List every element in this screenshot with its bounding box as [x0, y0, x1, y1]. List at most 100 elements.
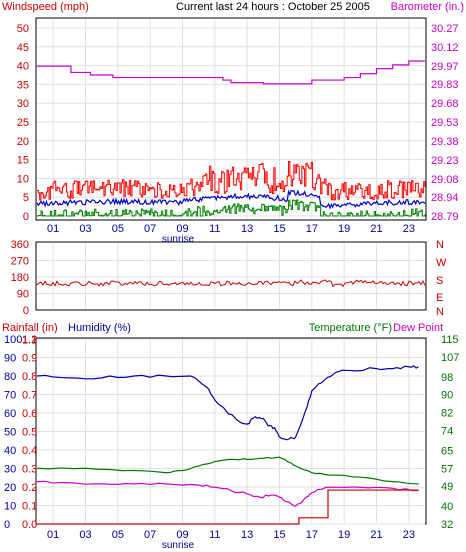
windspeed-tick-label: 40	[17, 61, 29, 73]
compass-label: S	[436, 275, 443, 287]
humidity-tick-label: 60	[4, 408, 16, 420]
x-tick-label: 23	[403, 529, 415, 541]
x-tick-label: 05	[112, 223, 124, 235]
x-tick-label: 01	[47, 223, 59, 235]
wind-direction-line	[36, 279, 426, 288]
direction-tick-label: 360	[11, 239, 29, 251]
temperature-tick-label: 74	[441, 425, 453, 437]
sunrise-label: sunrise	[162, 540, 195, 551]
windspeed-tick-label: 15	[17, 155, 29, 167]
temperature-tick-label: 65	[441, 445, 453, 457]
temperature-tick-label: 32	[441, 519, 453, 531]
barometer-tick-label: 28.79	[431, 211, 459, 223]
rainfall-tick-label: 0.1	[22, 501, 37, 513]
humidity-line	[36, 365, 419, 441]
barometer-line	[37, 60, 425, 85]
rainfall-tick-label: 1.2	[22, 334, 37, 346]
x-tick-label: 23	[403, 223, 415, 235]
x-tick-label: 05	[112, 529, 124, 541]
x-tick-label: 15	[273, 529, 285, 541]
temperature-axis-label: Temperature (°F)	[309, 322, 392, 334]
humidity-tick-label: 70	[4, 390, 16, 402]
barometer-tick-label: 30.27	[431, 23, 459, 35]
rainfall-tick-label: 0.4	[22, 445, 37, 457]
x-tick-label: 19	[338, 529, 350, 541]
windspeed-axis-label: Windspeed (mph)	[2, 1, 89, 13]
compass-label: E	[436, 292, 443, 304]
x-tick-label: 03	[79, 223, 91, 235]
temperature-line	[36, 456, 419, 485]
rainfall-tick-label: 0.6	[22, 408, 37, 420]
rainfall-tick-label: 1.1	[22, 335, 37, 347]
humidity-tick-label: 80	[4, 371, 16, 383]
humidity-tick-label: 90	[4, 353, 16, 365]
windspeed-tick-label: 50	[17, 23, 29, 35]
windspeed-gust-line	[37, 161, 426, 201]
humidity-tick-label: 20	[4, 482, 16, 494]
windspeed-tick-label: 10	[17, 173, 29, 185]
windspeed-tick-label: 35	[17, 79, 29, 91]
direction-tick-label: 180	[11, 272, 29, 284]
x-tick-label: 11	[209, 529, 220, 541]
temperature-tick-label: 115	[441, 334, 459, 346]
windspeed-tick-label: 20	[17, 136, 29, 148]
barometer-tick-label: 28.94	[431, 192, 459, 204]
humidity-tick-label: 30	[4, 464, 16, 476]
x-tick-label: 19	[338, 223, 350, 235]
x-tick-label: 17	[306, 223, 318, 235]
windspeed-tick-label: 45	[17, 42, 29, 54]
temperature-tick-label: 57	[441, 463, 453, 475]
rainfall-tick-label: 0.3	[22, 464, 37, 476]
barometer-tick-label: 29.38	[431, 136, 459, 148]
x-tick-label: 03	[79, 529, 91, 541]
x-tick-label: 21	[370, 223, 382, 235]
rainfall-tick-label: 0.2	[22, 482, 37, 494]
barometer-tick-label: 29.53	[431, 117, 459, 129]
x-tick-label: 09	[176, 529, 188, 541]
rainfall-tick-label: 0.8	[22, 371, 37, 383]
windspeed-tick-label: 25	[17, 117, 29, 129]
windspeed-avg-line	[36, 189, 426, 210]
x-tick-label: 17	[306, 529, 318, 541]
x-tick-label: 07	[144, 529, 156, 541]
x-tick-label: 01	[47, 529, 59, 541]
windspeed-min-line	[37, 199, 426, 217]
windspeed-tick-label: 5	[23, 192, 29, 204]
x-tick-label: 15	[273, 223, 285, 235]
humidity-tick-label: 0	[4, 519, 10, 531]
x-tick-label: 13	[241, 223, 253, 235]
x-tick-label: 07	[144, 223, 156, 235]
barometer-tick-label: 29.68	[431, 98, 459, 110]
x-tick-label: 09	[176, 223, 188, 235]
barometer-tick-label: 30.12	[431, 42, 459, 54]
temperature-tick-label: 98	[441, 372, 453, 384]
temperature-tick-label: 40	[441, 501, 453, 513]
humidity-tick-label: 50	[4, 427, 16, 439]
barometer-tick-label: 29.23	[431, 155, 459, 167]
rainfall-tick-label: 0.5	[22, 427, 37, 439]
rainfall-tick-label: 0.0	[22, 519, 37, 531]
rainfall-line	[37, 489, 419, 525]
humidity-axis-label: Humidity (%)	[68, 322, 131, 334]
windspeed-tick-label: 30	[17, 98, 29, 110]
wind-panel-frame	[35, 17, 427, 221]
direction-tick-label: 270	[11, 256, 29, 268]
dewpoint-line	[36, 480, 419, 507]
temperature-tick-label: 90	[441, 390, 453, 402]
barometer-tick-label: 29.08	[431, 174, 459, 186]
barometer-axis-label: Barometer (in.)	[391, 1, 464, 13]
compass-label: N	[436, 306, 444, 318]
x-tick-label: 21	[370, 529, 382, 541]
compass-label: N	[436, 239, 444, 251]
barometer-tick-label: 29.83	[431, 79, 459, 91]
humidity-tick-label: 100	[4, 334, 22, 346]
direction-tick-label: 90	[17, 289, 29, 301]
humidity-tick-label: 40	[4, 445, 16, 457]
rainfall-tick-label: 0.9	[22, 353, 37, 365]
temperature-tick-label: 107	[441, 352, 459, 364]
rainfall-tick-label: 0.7	[22, 390, 37, 402]
direction-tick-label: 0	[23, 305, 29, 317]
temperature-tick-label: 82	[441, 408, 453, 420]
rainfall-axis-label: Rainfall (in)	[2, 322, 58, 334]
